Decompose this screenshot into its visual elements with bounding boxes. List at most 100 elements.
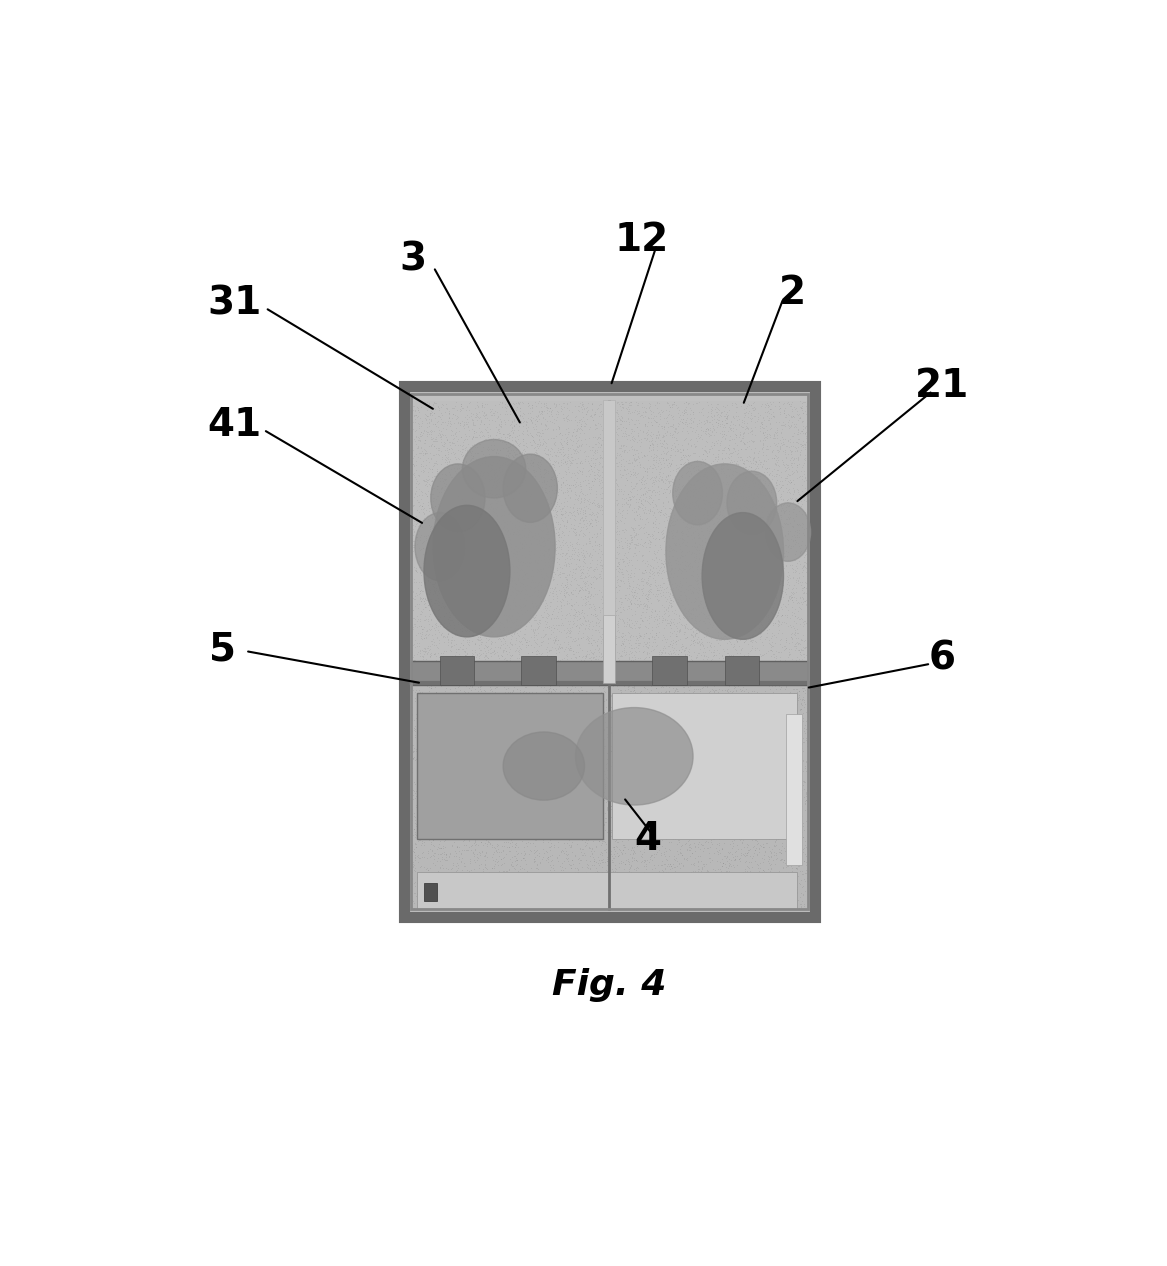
Point (694, 717, 713, 737)
Point (508, 800, 526, 820)
Point (443, 855, 462, 875)
Point (401, 556, 420, 576)
Point (584, 694, 602, 714)
Point (520, 877, 539, 898)
Point (481, 419, 499, 439)
Point (672, 656, 691, 676)
Point (462, 696, 481, 717)
Point (522, 656, 540, 676)
Point (457, 860, 476, 880)
Point (641, 501, 659, 522)
Point (795, 391, 813, 411)
Point (645, 482, 664, 503)
Point (617, 701, 636, 722)
Point (755, 580, 774, 600)
Point (460, 615, 478, 636)
Point (740, 852, 759, 872)
Point (780, 394, 798, 414)
Point (522, 881, 540, 901)
Point (689, 577, 707, 598)
Point (794, 839, 812, 860)
Point (641, 562, 659, 582)
Point (656, 695, 675, 715)
Point (684, 514, 703, 534)
Point (708, 399, 727, 419)
Point (440, 587, 459, 608)
Point (734, 657, 753, 677)
Point (551, 777, 569, 798)
Point (454, 598, 473, 618)
Point (797, 660, 816, 680)
Point (477, 796, 496, 817)
Point (414, 642, 433, 662)
Point (530, 865, 548, 885)
Point (761, 404, 780, 424)
Point (769, 663, 788, 684)
Point (626, 641, 644, 661)
Point (439, 608, 457, 628)
Point (523, 863, 541, 884)
Point (439, 700, 457, 720)
Point (733, 867, 752, 887)
Point (633, 772, 651, 793)
Point (443, 761, 462, 781)
Point (443, 698, 462, 718)
Point (548, 401, 567, 422)
Point (650, 841, 669, 861)
Point (596, 400, 615, 420)
Point (496, 658, 515, 679)
Point (439, 594, 457, 614)
Point (485, 736, 504, 756)
Point (408, 662, 427, 682)
Point (719, 866, 738, 886)
Point (614, 757, 633, 777)
Point (712, 518, 731, 538)
Point (566, 524, 585, 544)
Point (466, 695, 484, 715)
Point (659, 636, 678, 656)
Point (715, 795, 734, 815)
Point (616, 460, 635, 480)
Point (494, 861, 512, 881)
Point (561, 489, 580, 509)
Point (641, 501, 659, 522)
Point (670, 639, 689, 660)
Point (544, 665, 562, 685)
Point (529, 614, 547, 634)
Point (631, 442, 650, 462)
Point (529, 804, 547, 824)
Point (544, 895, 562, 915)
Point (754, 700, 773, 720)
Point (442, 798, 461, 818)
Point (706, 877, 725, 898)
Point (546, 544, 565, 565)
Point (661, 536, 679, 556)
Point (672, 614, 691, 634)
Point (534, 528, 553, 548)
Point (538, 552, 557, 572)
Point (785, 543, 804, 563)
Point (599, 829, 617, 849)
Point (460, 887, 478, 908)
Point (428, 532, 447, 552)
Point (452, 553, 470, 573)
Point (724, 546, 742, 566)
Point (659, 441, 678, 461)
Point (712, 806, 731, 827)
Point (407, 779, 426, 799)
Point (676, 446, 694, 466)
Point (626, 604, 644, 624)
Point (422, 434, 441, 454)
Point (595, 623, 614, 643)
Point (640, 408, 658, 428)
Point (483, 430, 502, 451)
Point (778, 600, 797, 620)
Point (714, 630, 733, 651)
Point (466, 475, 484, 495)
Point (615, 489, 634, 509)
Point (607, 687, 626, 708)
Point (713, 562, 732, 582)
Point (659, 490, 678, 510)
Point (671, 480, 690, 500)
Point (631, 795, 650, 815)
